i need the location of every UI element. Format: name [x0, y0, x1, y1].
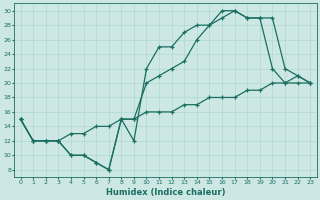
X-axis label: Humidex (Indice chaleur): Humidex (Indice chaleur) [106, 188, 225, 197]
